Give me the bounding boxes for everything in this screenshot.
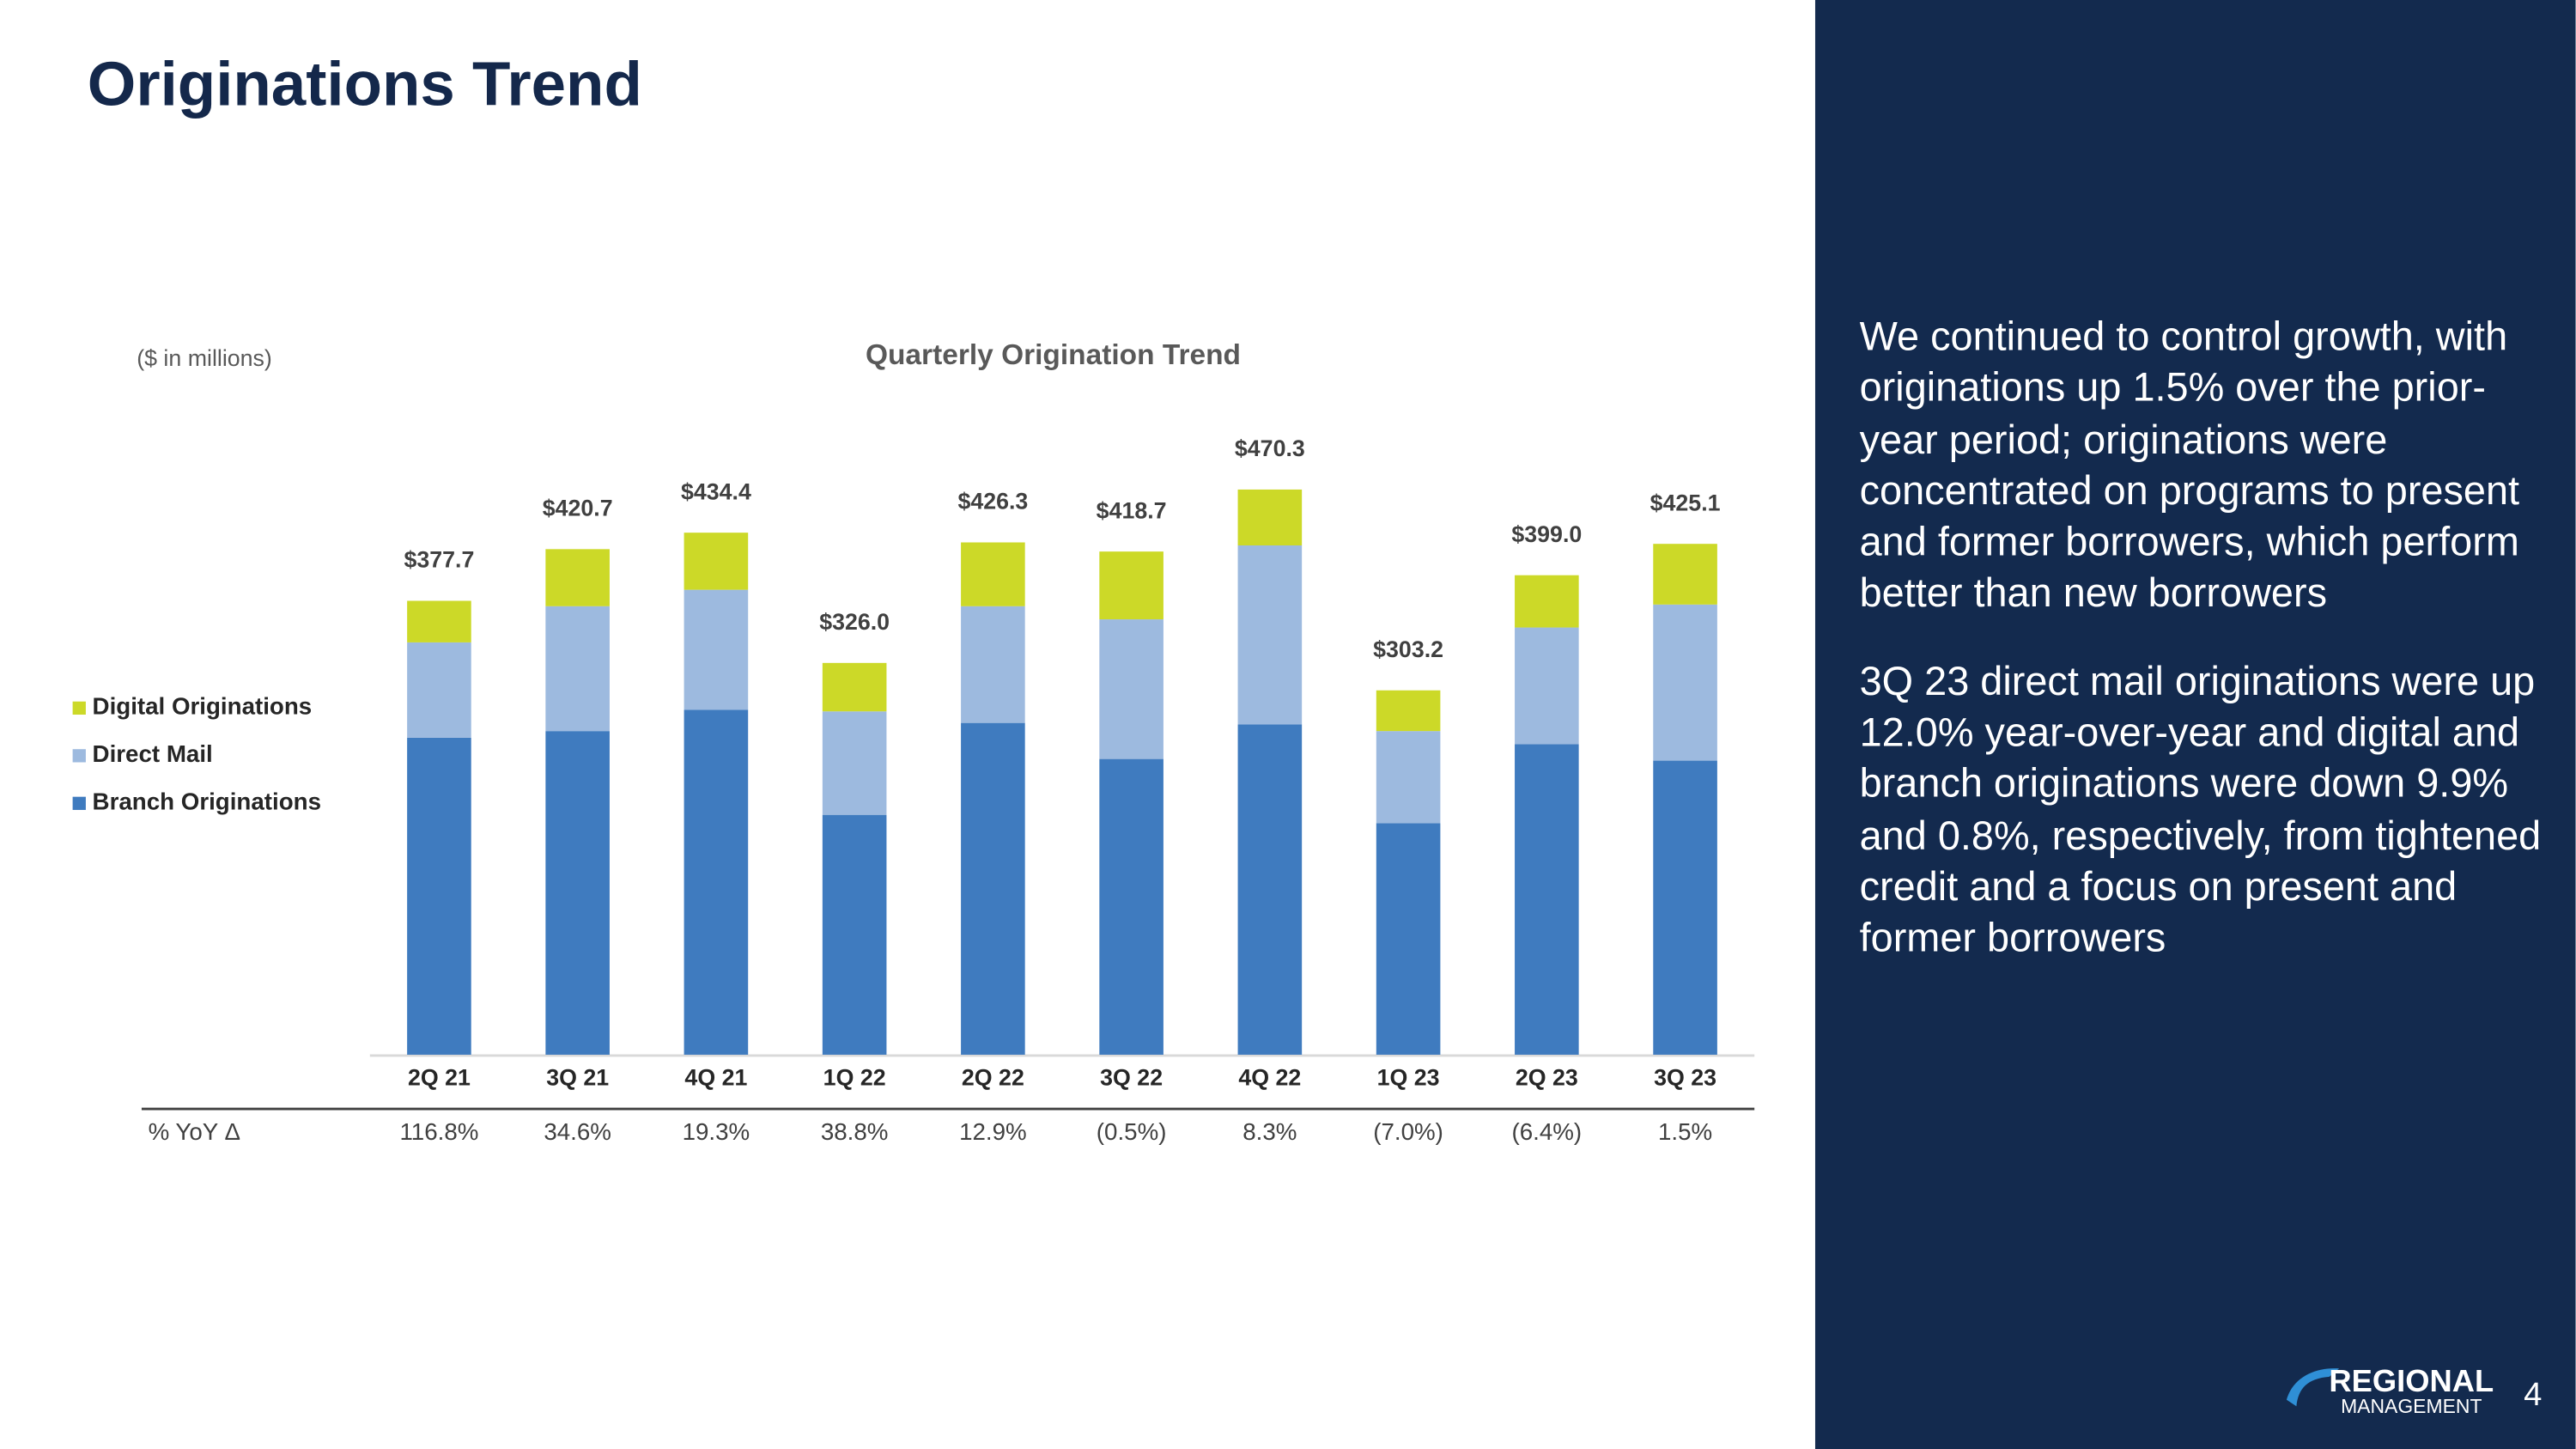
total-label: $425.1 xyxy=(1650,490,1721,515)
bar-segment xyxy=(822,662,887,712)
bar-segment xyxy=(407,600,471,642)
x-tick-label: 3Q 21 xyxy=(546,1065,609,1091)
total-label: $326.0 xyxy=(819,609,890,635)
bar-segment xyxy=(1515,744,1579,1055)
x-tick-label: 4Q 22 xyxy=(1238,1065,1301,1091)
total-label: $399.0 xyxy=(1511,521,1582,547)
x-tick-label: 2Q 22 xyxy=(962,1065,1024,1091)
total-label: $426.3 xyxy=(957,489,1028,514)
bar-segment xyxy=(1376,690,1441,732)
yoy-value: (6.4%) xyxy=(1512,1118,1583,1145)
bar-segment xyxy=(1376,823,1441,1055)
yoy-value: 34.6% xyxy=(544,1118,611,1145)
total-label: $418.7 xyxy=(1097,497,1167,523)
yoy-label: % YoY Δ xyxy=(149,1118,240,1145)
bar-segment xyxy=(961,542,1025,606)
bar-segment xyxy=(545,549,610,606)
panel-paragraph: We continued to control growth, with ori… xyxy=(1859,315,2520,618)
total-label: $434.4 xyxy=(681,478,751,504)
slide-title: Originations Trend xyxy=(88,49,642,119)
bar-segment xyxy=(1099,551,1163,620)
legend-label: Direct Mail xyxy=(93,740,213,767)
x-tick-label: 3Q 22 xyxy=(1100,1065,1163,1091)
total-label: $470.3 xyxy=(1235,435,1305,461)
bar-segment xyxy=(961,722,1025,1055)
bar-segment xyxy=(822,814,887,1055)
bar-segment xyxy=(1653,760,1717,1055)
yoy-value: 116.8% xyxy=(399,1118,478,1145)
bar-segment xyxy=(1376,731,1441,824)
legend-swatch xyxy=(72,701,86,715)
legend-label: Digital Originations xyxy=(93,693,313,720)
bar-segment xyxy=(407,642,471,738)
x-tick-label: 2Q 23 xyxy=(1516,1065,1578,1091)
bar-segment xyxy=(1237,545,1303,725)
bar-segment xyxy=(1515,627,1579,745)
yoy-value: 8.3% xyxy=(1242,1118,1297,1145)
logo-line2: MANAGEMENT xyxy=(2341,1395,2482,1417)
bar-segment xyxy=(1099,619,1163,759)
units-note: ($ in millions) xyxy=(137,345,272,371)
logo-line1: REGIONAL xyxy=(2329,1363,2494,1398)
bar-segment xyxy=(407,737,471,1055)
yoy-value: 38.8% xyxy=(821,1118,889,1145)
bar-segment xyxy=(683,533,749,590)
yoy-value: 12.9% xyxy=(959,1118,1027,1145)
bar-segment xyxy=(1653,604,1717,761)
yoy-value: 19.3% xyxy=(683,1118,750,1145)
bar-segment xyxy=(1237,489,1303,545)
panel-text: We continued to control growth, with ori… xyxy=(1860,312,2549,965)
bar-segment xyxy=(683,589,749,710)
yoy-value: 1.5% xyxy=(1658,1118,1712,1145)
bar-segment xyxy=(683,709,749,1055)
x-tick-label: 4Q 21 xyxy=(684,1065,747,1091)
side-panel xyxy=(1814,0,2576,1449)
logo-swoosh xyxy=(2286,1368,2340,1407)
bar-segment xyxy=(545,606,610,732)
yoy-value: (0.5%) xyxy=(1097,1118,1167,1145)
legend-swatch xyxy=(72,749,86,763)
bar-segment xyxy=(545,731,610,1055)
x-tick-label: 1Q 22 xyxy=(823,1065,886,1091)
total-label: $303.2 xyxy=(1373,636,1443,662)
bar-segment xyxy=(1237,724,1303,1055)
bar-segment xyxy=(822,711,887,815)
legend-label: Branch Originations xyxy=(93,788,321,815)
bar-segment xyxy=(961,606,1025,723)
bar-segment xyxy=(1515,575,1579,628)
x-tick-label: 1Q 23 xyxy=(1377,1065,1440,1091)
page-number: 4 xyxy=(2524,1376,2542,1413)
bar-segment xyxy=(1653,544,1717,605)
x-tick-label: 3Q 23 xyxy=(1654,1065,1716,1091)
total-label: $377.7 xyxy=(404,547,474,573)
chart-title: Quarterly Origination Trend xyxy=(866,339,1241,371)
total-label: $420.7 xyxy=(543,496,613,521)
legend-swatch xyxy=(72,796,86,810)
yoy-value: (7.0%) xyxy=(1373,1118,1443,1145)
panel-paragraph: 3Q 23 direct mail originations were up 1… xyxy=(1859,660,2542,962)
x-tick-label: 2Q 21 xyxy=(408,1065,471,1091)
panel-text-box: We continued to control growth, with ori… xyxy=(1860,312,2549,965)
bar-segment xyxy=(1099,758,1163,1055)
